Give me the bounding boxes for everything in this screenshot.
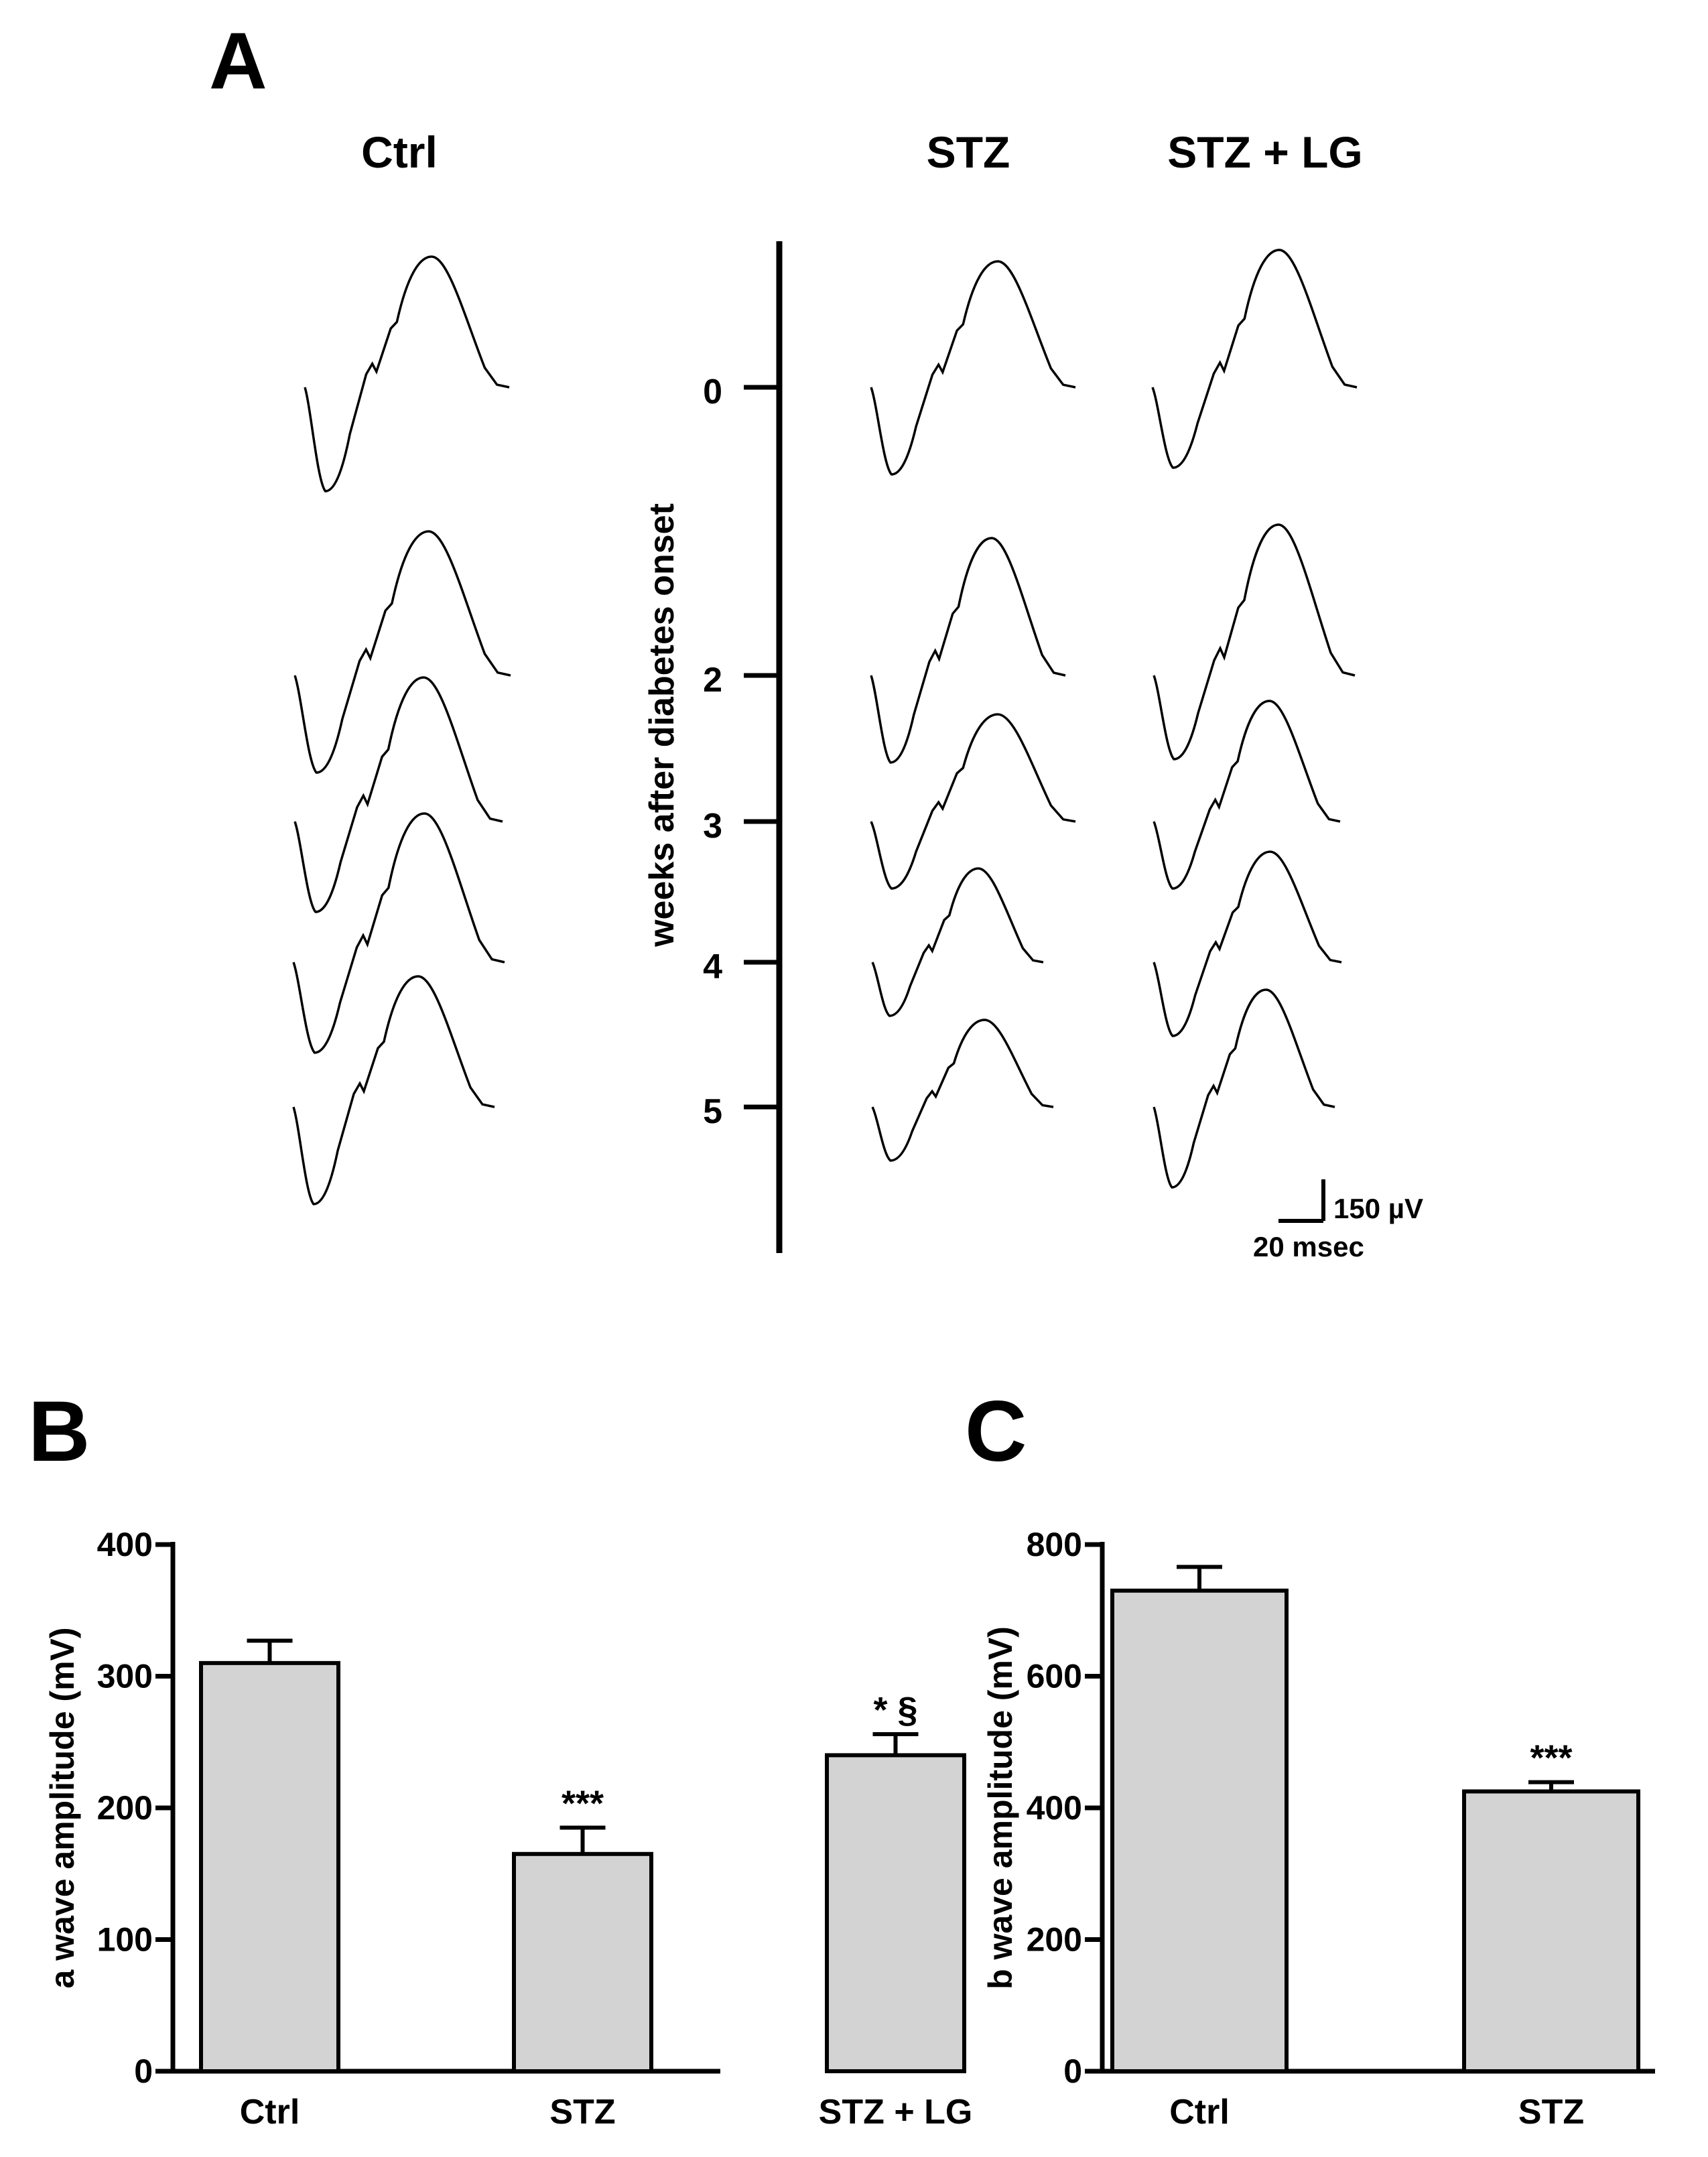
week-label-5: 5	[703, 1092, 722, 1131]
significance-stz: ***	[1530, 1738, 1572, 1778]
panel-a-label: A	[209, 16, 267, 106]
erg-trace-stz-lg-week-2	[1153, 523, 1356, 761]
erg-trace-stz-week-4	[871, 867, 1044, 1017]
x-tick-label-stz-lg: STZ + LG	[819, 2093, 973, 2132]
erg-trace-ctrl-week-0	[304, 255, 510, 493]
panel-a: A Ctrl STZ STZ + LG 0 2 3 4 5 weeks afte…	[209, 16, 1423, 1262]
x-tick-label-stz: STZ	[1518, 2093, 1584, 2132]
erg-trace-stz-lg-week-5	[1153, 988, 1335, 1189]
group-label-stz: STZ	[927, 127, 1010, 177]
y-tick-label-200: 200	[1027, 1921, 1082, 1959]
erg-trace-ctrl-week-4	[292, 812, 505, 1054]
erg-trace-ctrl-week-2	[293, 530, 511, 774]
significance-stz: ***	[562, 1783, 604, 1823]
chart-c: C 0 200 400 600 800 b wave amplitude (mV) Ctrl *…	[965, 1384, 1655, 2132]
erg-trace-stz-week-0	[870, 260, 1076, 476]
group-label-ctrl: Ctrl	[361, 127, 438, 177]
scale-bar: 150 µV 20 msec	[1253, 1179, 1423, 1262]
y-tick-label-0: 0	[134, 2052, 153, 2090]
scale-bar-voltage-label: 150 µV	[1333, 1193, 1423, 1224]
significance-stz-lg: * §	[873, 1690, 917, 1730]
panel-c-label: C	[965, 1384, 1027, 1480]
erg-trace-stz-lg-week-0	[1151, 249, 1358, 469]
y-tick-label-0: 0	[1063, 2052, 1082, 2090]
week-label-0: 0	[703, 373, 722, 411]
chart-b: B 0 100 200 300 400 a wave amplitude (mV) Ctrl *…	[28, 1384, 972, 2132]
erg-trace-ctrl-week-3	[293, 676, 503, 913]
y-tick-label-200: 200	[97, 1789, 153, 1827]
bar-ctrl	[199, 1660, 340, 2074]
erg-trace-stz-lg-week-3	[1153, 700, 1341, 890]
x-tick-label-ctrl: Ctrl	[240, 2093, 300, 2132]
y-tick-label-400: 400	[1027, 1789, 1082, 1827]
y-tick-label-800: 800	[1027, 1526, 1082, 1563]
week-label-2: 2	[703, 661, 722, 700]
group-label-stz-lg: STZ + LG	[1167, 127, 1363, 177]
week-axis-title: weeks after diabetes onset	[643, 503, 681, 947]
scale-bar-time-label: 20 msec	[1253, 1231, 1364, 1262]
y-axis-title: b wave amplitude (mV)	[982, 1626, 1019, 1989]
erg-trace-stz-week-3	[870, 713, 1076, 890]
y-axis-title: a wave amplitude (mV)	[44, 1627, 81, 1988]
erg-trace-stz-week-2	[870, 537, 1066, 764]
panel-b-label: B	[28, 1384, 90, 1480]
erg-trace-stz-week-5	[871, 1019, 1054, 1162]
y-tick-label-400: 400	[97, 1526, 153, 1563]
bar-stz	[512, 1851, 653, 2073]
week-label-4: 4	[703, 947, 722, 986]
bar-ctrl	[1110, 1588, 1289, 2073]
y-tick-label-600: 600	[1027, 1658, 1082, 1695]
bar-stz	[1462, 1789, 1640, 2073]
erg-trace-stz-lg-week-4	[1153, 850, 1342, 1037]
erg-trace-ctrl-week-5	[292, 975, 495, 1205]
erg-traces	[292, 249, 1358, 1205]
y-tick-label-100: 100	[97, 1921, 153, 1959]
bar-panels: B 0 100 200 300 400 a wave amplitude (mV) Ctrl *…	[28, 1384, 1655, 2132]
x-tick-label-stz: STZ	[549, 2093, 615, 2132]
x-tick-label-ctrl: Ctrl	[1169, 2093, 1230, 2132]
y-tick-label-300: 300	[97, 1658, 153, 1695]
week-label-3: 3	[703, 807, 722, 846]
bar-stz-lg	[825, 1753, 966, 2073]
